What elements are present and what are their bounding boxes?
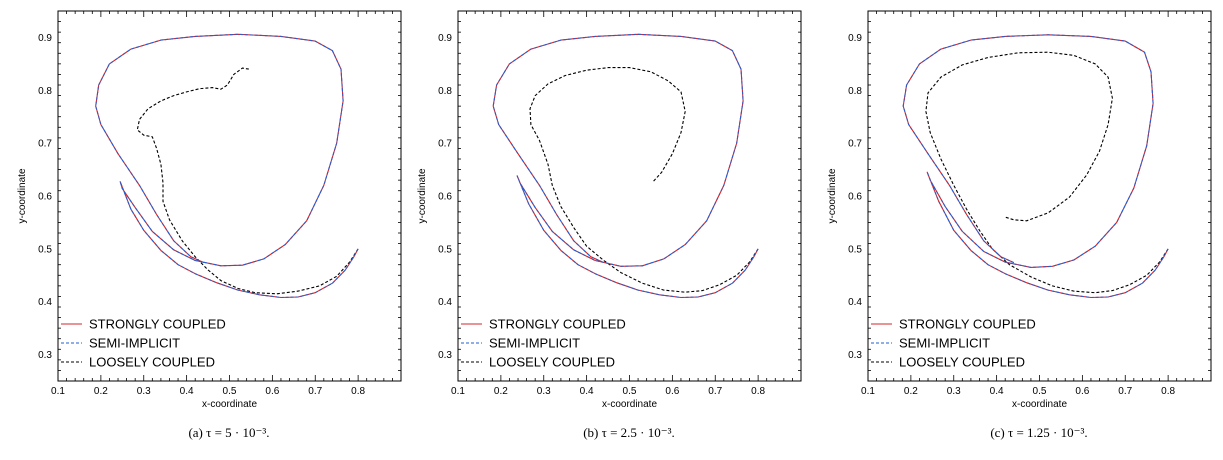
x-tick-label: 0.2 bbox=[904, 386, 918, 397]
y-axis-label: y-coordinate bbox=[827, 168, 838, 223]
legend-entry: LOOSELY COUPLED bbox=[89, 355, 215, 370]
y-tick-label: 0.4 bbox=[848, 297, 862, 308]
legend-entry: STRONGLY COUPLED bbox=[899, 317, 1036, 332]
x-tick-label: 0.7 bbox=[708, 386, 722, 397]
y-axis-label: y-coordinate bbox=[417, 168, 428, 223]
x-tick-label: 0.3 bbox=[137, 386, 151, 397]
x-tick-label: 0.3 bbox=[947, 386, 961, 397]
y-tick-label: 0.4 bbox=[38, 297, 52, 308]
y-tick-label: 0.9 bbox=[848, 33, 862, 44]
series-line-loosely-coupled bbox=[136, 67, 359, 295]
series-line-loosely-coupled bbox=[529, 67, 759, 293]
subfigure-caption: (c) τ = 1.25 · 10⁻³. bbox=[990, 425, 1087, 440]
x-tick-label: 0.5 bbox=[623, 386, 637, 397]
x-tick-label: 0.2 bbox=[494, 386, 508, 397]
legend-entry: STRONGLY COUPLED bbox=[89, 317, 226, 332]
x-tick-label: 0.1 bbox=[51, 386, 65, 397]
x-tick-label: 0.4 bbox=[180, 386, 194, 397]
x-tick-label: 0.6 bbox=[665, 386, 679, 397]
legend-entry: SEMI-IMPLICIT bbox=[489, 336, 580, 351]
y-axis-label: y-coordinate bbox=[17, 168, 28, 223]
x-tick-label: 0.6 bbox=[265, 386, 279, 397]
x-axis-label: x-coordinate bbox=[202, 399, 257, 410]
x-tick-label: 0.2 bbox=[94, 386, 108, 397]
x-tick-label: 0.1 bbox=[451, 386, 465, 397]
x-tick-label: 0.7 bbox=[1118, 386, 1132, 397]
y-tick-label: 0.6 bbox=[848, 192, 862, 203]
y-tick-label: 0.7 bbox=[848, 139, 862, 150]
x-tick-label: 0.8 bbox=[1161, 386, 1175, 397]
series-line-semi-implicit bbox=[902, 34, 1169, 299]
y-tick-label: 0.8 bbox=[848, 86, 862, 97]
series-line-loosely-coupled bbox=[925, 51, 1169, 294]
x-tick-label: 0.6 bbox=[1075, 386, 1089, 397]
x-tick-label: 0.7 bbox=[308, 386, 322, 397]
chart-panel-1: 0.1 0.2 0.3 0.4 0.5 0.6 0.7 0.8 0.3 0.4 0.5 0.6 0.7 0… bbox=[417, 10, 802, 440]
chart-panel-2: 0.1 0.2 0.3 0.4 0.5 0.6 0.7 0.8 0.3 0.4 0.5 0.6 0.7 0… bbox=[827, 10, 1212, 440]
y-tick-label: 0.3 bbox=[38, 350, 52, 361]
legend-entry: SEMI-IMPLICIT bbox=[89, 336, 180, 351]
legend-entry: STRONGLY COUPLED bbox=[489, 317, 626, 332]
y-tick-label: 0.9 bbox=[438, 33, 452, 44]
y-tick-label: 0.6 bbox=[38, 192, 52, 203]
y-tick-label: 0.5 bbox=[38, 244, 52, 255]
legend-entry: SEMI-IMPLICIT bbox=[899, 336, 990, 351]
x-axis-label: x-coordinate bbox=[1012, 399, 1067, 410]
x-tick-label: 0.8 bbox=[351, 386, 365, 397]
subfigure-caption: (b) τ = 2.5 · 10⁻³. bbox=[583, 425, 675, 440]
x-tick-label: 0.1 bbox=[861, 386, 875, 397]
y-tick-label: 0.5 bbox=[438, 244, 452, 255]
series-line-strongly-coupled bbox=[95, 33, 359, 299]
y-tick-label: 0.9 bbox=[38, 33, 52, 44]
legend-entry: LOOSELY COUPLED bbox=[489, 355, 615, 370]
y-tick-label: 0.8 bbox=[438, 86, 452, 97]
y-tick-label: 0.4 bbox=[438, 297, 452, 308]
y-tick-label: 0.3 bbox=[848, 350, 862, 361]
x-tick-label: 0.5 bbox=[223, 386, 237, 397]
x-tick-label: 0.3 bbox=[537, 386, 551, 397]
x-tick-label: 0.4 bbox=[990, 386, 1004, 397]
x-tick-label: 0.8 bbox=[751, 386, 765, 397]
series-line-semi-implicit bbox=[492, 33, 759, 299]
chart-panel-0: 0.1 0.2 0.3 0.4 0.5 0.6 0.7 0.8 0.3 0.4 0.5 0.6 0.7 0… bbox=[17, 10, 402, 440]
legend-entry: LOOSELY COUPLED bbox=[899, 355, 1025, 370]
series-line-strongly-coupled bbox=[492, 33, 759, 299]
y-tick-label: 0.8 bbox=[38, 86, 52, 97]
x-tick-label: 0.4 bbox=[580, 386, 594, 397]
subfigure-caption: (a) τ = 5 · 10⁻³. bbox=[188, 425, 269, 440]
series-line-semi-implicit bbox=[95, 33, 359, 299]
y-tick-label: 0.7 bbox=[438, 139, 452, 150]
series-line-strongly-coupled bbox=[902, 34, 1169, 299]
y-tick-label: 0.5 bbox=[848, 244, 862, 255]
x-axis-label: x-coordinate bbox=[602, 399, 657, 410]
y-tick-label: 0.7 bbox=[38, 139, 52, 150]
x-tick-label: 0.5 bbox=[1033, 386, 1047, 397]
y-tick-label: 0.3 bbox=[438, 350, 452, 361]
y-tick-label: 0.6 bbox=[438, 192, 452, 203]
